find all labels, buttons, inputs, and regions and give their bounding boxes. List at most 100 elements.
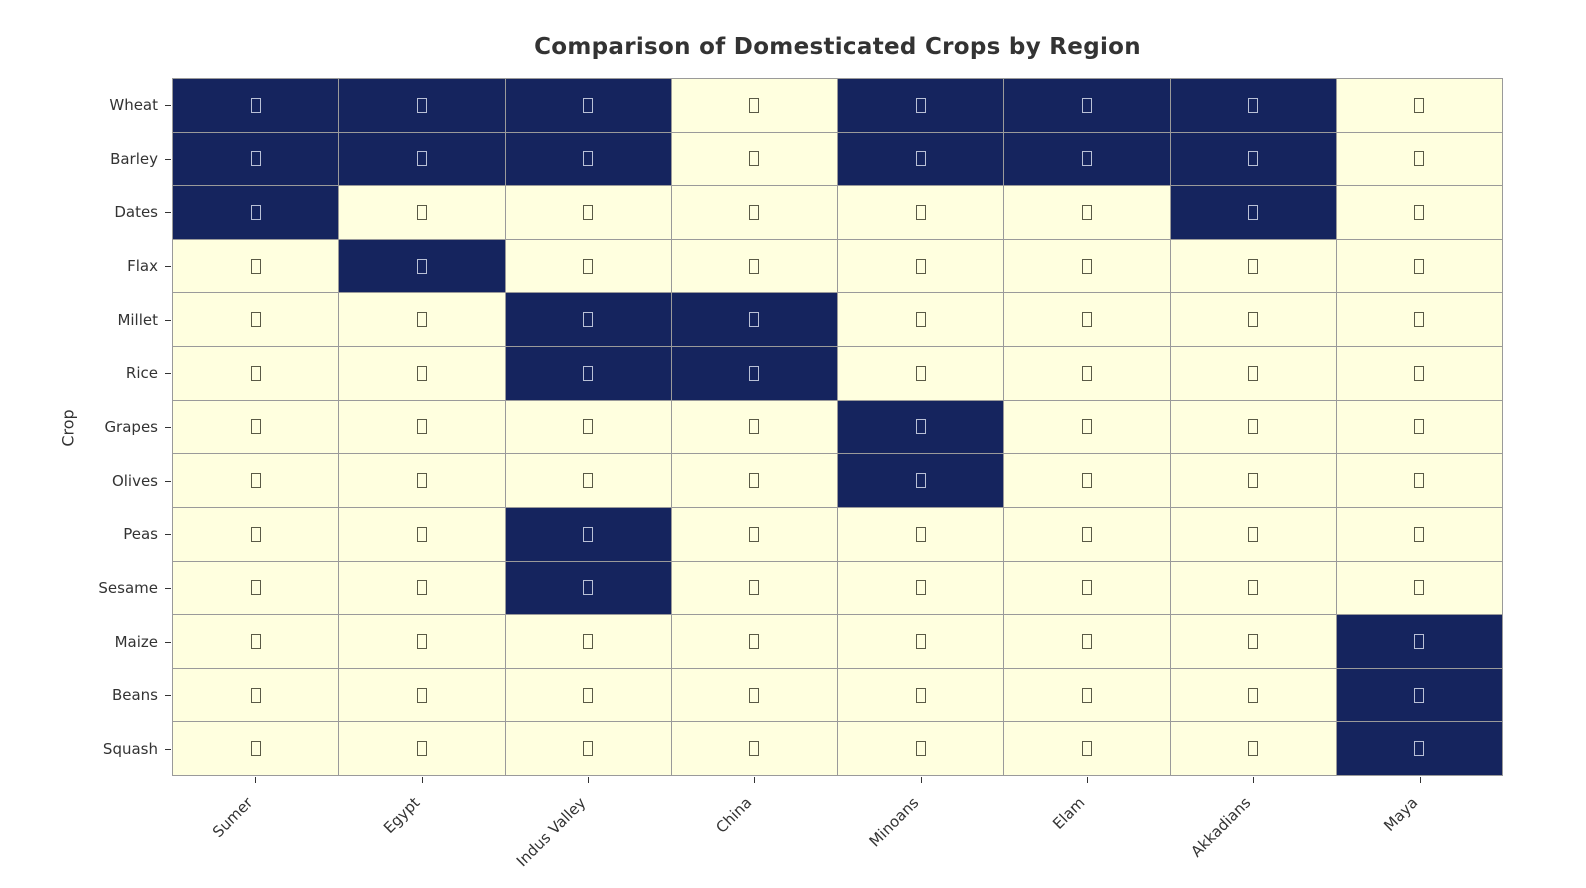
heatmap-cell-grapes-china	[671, 400, 837, 454]
missing-glyph-icon	[583, 205, 594, 221]
missing-glyph-icon	[583, 365, 594, 381]
missing-glyph-icon	[1414, 365, 1425, 381]
y-tick-mark	[165, 319, 171, 321]
missing-glyph-icon	[915, 312, 926, 328]
missing-glyph-icon	[1248, 526, 1259, 542]
y-tick-label: Beans	[111, 686, 158, 705]
x-tick-mark	[1087, 777, 1089, 783]
missing-glyph-icon	[250, 526, 261, 542]
missing-glyph-icon	[749, 365, 760, 381]
missing-glyph-icon	[1248, 580, 1259, 596]
missing-glyph-icon	[250, 633, 261, 649]
missing-glyph-icon	[250, 580, 261, 596]
y-tick-mark	[165, 104, 171, 106]
missing-glyph-icon	[749, 580, 760, 596]
heatmap-cell-sesame-elam	[1004, 561, 1170, 615]
heatmap-cell-wheat-indus-valley	[505, 79, 671, 132]
missing-glyph-icon	[915, 741, 926, 757]
heatmap-cell-wheat-egypt	[339, 79, 505, 132]
missing-glyph-icon	[1248, 419, 1259, 435]
heatmap-cell-dates-minoans	[838, 186, 1004, 239]
y-tick-mark	[165, 749, 171, 751]
missing-glyph-icon	[416, 365, 427, 381]
heatmap-cell-barley-minoans	[838, 132, 1004, 186]
heatmap-cell-barley-china	[671, 132, 837, 186]
missing-glyph-icon	[1414, 687, 1425, 703]
heatmap-cell-peas-maya	[1336, 507, 1502, 561]
heatmap-cell-rice-minoans	[838, 347, 1004, 400]
heatmap-cell-beans-elam	[1004, 668, 1170, 722]
heatmap-cell-dates-akkadians	[1170, 186, 1336, 239]
heatmap-cell-dates-china	[671, 186, 837, 239]
missing-glyph-icon	[1414, 473, 1425, 489]
heatmap-cell-grapes-indus-valley	[505, 400, 671, 454]
heatmap-cell-rice-indus-valley	[505, 347, 671, 400]
heatmap-cell-rice-sumer	[173, 347, 339, 400]
missing-glyph-icon	[915, 633, 926, 649]
heatmap-cell-flax-china	[671, 239, 837, 293]
heatmap-cell-barley-akkadians	[1170, 132, 1336, 186]
x-tick-label: Elam	[1049, 793, 1089, 833]
heatmap-cell-sesame-akkadians	[1170, 561, 1336, 615]
heatmap-cell-rice-egypt	[339, 347, 505, 400]
missing-glyph-icon	[583, 741, 594, 757]
missing-glyph-icon	[1248, 633, 1259, 649]
missing-glyph-icon	[250, 312, 261, 328]
heatmap-cell-wheat-maya	[1336, 79, 1502, 132]
missing-glyph-icon	[1414, 151, 1425, 167]
missing-glyph-icon	[1248, 687, 1259, 703]
missing-glyph-icon	[1081, 526, 1092, 542]
x-tick-label: Egypt	[379, 793, 423, 837]
missing-glyph-icon	[583, 526, 594, 542]
heatmap-cell-olives-indus-valley	[505, 454, 671, 507]
heatmap-cell-sesame-egypt	[339, 561, 505, 615]
missing-glyph-icon	[1248, 741, 1259, 757]
heatmap-plot-area	[172, 78, 1503, 776]
y-tick-mark	[165, 641, 171, 643]
missing-glyph-icon	[749, 473, 760, 489]
heatmap-cell-olives-minoans	[838, 454, 1004, 507]
missing-glyph-icon	[416, 741, 427, 757]
heatmap-cell-barley-maya	[1336, 132, 1502, 186]
heatmap-cell-beans-indus-valley	[505, 668, 671, 722]
missing-glyph-icon	[416, 151, 427, 167]
heatmap-cell-barley-indus-valley	[505, 132, 671, 186]
missing-glyph-icon	[915, 97, 926, 113]
missing-glyph-icon	[1414, 741, 1425, 757]
missing-glyph-icon	[1081, 633, 1092, 649]
x-tick-label: China	[712, 793, 756, 837]
missing-glyph-icon	[416, 97, 427, 113]
y-tick-label: Olives	[111, 471, 158, 490]
heatmap-cell-maize-maya	[1336, 615, 1502, 668]
heatmap-cell-maize-elam	[1004, 615, 1170, 668]
heatmap-cell-maize-sumer	[173, 615, 339, 668]
missing-glyph-icon	[250, 741, 261, 757]
heatmap-cell-squash-china	[671, 722, 837, 775]
heatmap-cell-maize-minoans	[838, 615, 1004, 668]
heatmap-cell-millet-china	[671, 293, 837, 347]
heatmap-cell-olives-china	[671, 454, 837, 507]
missing-glyph-icon	[915, 365, 926, 381]
missing-glyph-icon	[583, 633, 594, 649]
missing-glyph-icon	[416, 526, 427, 542]
heatmap-cell-flax-sumer	[173, 239, 339, 293]
heatmap-cell-flax-egypt	[339, 239, 505, 293]
missing-glyph-icon	[583, 312, 594, 328]
heatmap-cell-dates-maya	[1336, 186, 1502, 239]
heatmap-cell-rice-elam	[1004, 347, 1170, 400]
missing-glyph-icon	[749, 258, 760, 274]
missing-glyph-icon	[1248, 258, 1259, 274]
missing-glyph-icon	[1081, 741, 1092, 757]
heatmap-cell-olives-maya	[1336, 454, 1502, 507]
heatmap-cell-barley-egypt	[339, 132, 505, 186]
heatmap-cell-sesame-indus-valley	[505, 561, 671, 615]
y-tick-label: Grapes	[104, 418, 158, 436]
heatmap-cell-peas-sumer	[173, 507, 339, 561]
heatmap-cell-wheat-akkadians	[1170, 79, 1336, 132]
y-tick-label: Barley	[110, 149, 158, 168]
heatmap-cell-maize-egypt	[339, 615, 505, 668]
x-tick-mark	[587, 777, 589, 783]
heatmap-cell-beans-china	[671, 668, 837, 722]
heatmap-cell-squash-indus-valley	[505, 722, 671, 775]
missing-glyph-icon	[250, 473, 261, 489]
